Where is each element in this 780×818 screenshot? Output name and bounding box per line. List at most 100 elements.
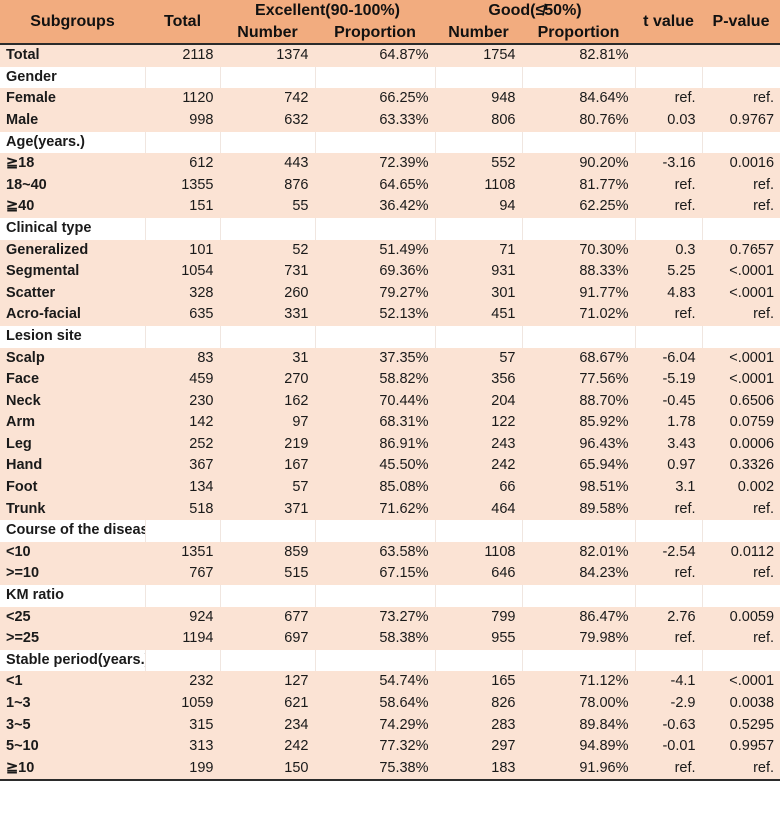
cell-t-value: 4.83 xyxy=(634,282,703,305)
cell-good-number xyxy=(434,325,522,348)
header-subgroups: Subgroups xyxy=(0,0,145,46)
cell-excellent-proportion: 67.15% xyxy=(314,563,435,586)
cell-total: 199 xyxy=(144,757,220,782)
cell-total: 232 xyxy=(144,671,220,693)
cell-p-value: <.0001 xyxy=(701,347,780,370)
cell-good-proportion: 96.43% xyxy=(521,433,636,456)
table-row: Acro-facial 635 331 52.13% 451 71.02% ref. ref. xyxy=(0,304,780,326)
table-row: 3~5 315 234 74.29% 283 89.84% -0.63 0.5295 xyxy=(0,714,780,737)
cell-t-value: ref. xyxy=(634,196,703,218)
header-good-group: Good(≰50%) xyxy=(435,0,636,22)
cell-t-value: 3.1 xyxy=(634,477,703,499)
cell-subgroup: 5~10 xyxy=(0,736,145,758)
cell-good-proportion: 86.47% xyxy=(521,606,636,629)
cell-good-number xyxy=(434,66,522,89)
cell-excellent-proportion: 79.27% xyxy=(314,282,435,305)
cell-good-proportion: 78.00% xyxy=(521,693,636,715)
cell-good-number: 356 xyxy=(434,369,522,391)
cell-subgroup: Neck xyxy=(0,390,145,413)
cell-excellent-number: 167 xyxy=(219,455,315,478)
cell-good-number: 646 xyxy=(434,563,522,586)
cell-good-number: 301 xyxy=(434,282,522,305)
table-row: 1~3 1059 621 58.64% 826 78.00% -2.9 0.0038 xyxy=(0,693,780,715)
cell-excellent-proportion xyxy=(314,325,435,348)
cell-excellent-proportion: 68.31% xyxy=(314,412,435,434)
cell-excellent-proportion: 45.50% xyxy=(314,455,435,478)
cell-excellent-proportion: 66.25% xyxy=(314,88,435,110)
cell-t-value: ref. xyxy=(634,174,703,197)
cell-subgroup: Leg xyxy=(0,433,145,456)
cell-total: 612 xyxy=(144,153,220,175)
cell-subgroup: Scalp xyxy=(0,347,145,370)
cell-total: 1120 xyxy=(144,88,220,110)
cell-good-proportion: 90.20% xyxy=(521,153,636,175)
table-body: Total 2118 1374 64.87% 1754 82.81% Gender Femal… xyxy=(0,44,780,782)
cell-good-number: 57 xyxy=(434,347,522,370)
cell-excellent-proportion: 71.62% xyxy=(314,498,435,521)
cell-good-proportion xyxy=(521,520,636,542)
cell-p-value xyxy=(701,520,780,542)
cell-excellent-proportion: 52.13% xyxy=(314,304,435,326)
cell-excellent-number: 97 xyxy=(219,412,315,434)
cell-good-number: 799 xyxy=(434,606,522,629)
cell-total xyxy=(144,66,220,89)
cell-subgroup: Generalized xyxy=(0,239,145,262)
cell-good-number: 451 xyxy=(434,304,522,326)
cell-total: 635 xyxy=(144,304,220,326)
cell-p-value xyxy=(701,649,780,672)
cell-excellent-number xyxy=(219,66,315,89)
cell-good-number: 1108 xyxy=(434,541,522,564)
cell-good-number: 1108 xyxy=(434,174,522,197)
cell-subgroup: KM ratio xyxy=(0,585,145,607)
header-good-proportion: Proportion xyxy=(522,21,636,46)
cell-total xyxy=(144,585,220,607)
cell-excellent-proportion: 72.39% xyxy=(314,153,435,175)
table-section-row: Age(years.) xyxy=(0,131,780,154)
cell-p-value: <.0001 xyxy=(701,261,780,283)
cell-t-value: -2.9 xyxy=(634,693,703,715)
cell-excellent-proportion: 58.38% xyxy=(314,628,435,650)
cell-subgroup: 3~5 xyxy=(0,714,145,737)
cell-excellent-number: 1374 xyxy=(219,44,315,67)
cell-p-value xyxy=(701,585,780,607)
cell-t-value: 5.25 xyxy=(634,261,703,283)
cell-excellent-proportion xyxy=(314,649,435,672)
cell-good-number: 1754 xyxy=(434,44,522,67)
cell-excellent-number xyxy=(219,325,315,348)
cell-subgroup: <1 xyxy=(0,671,145,693)
table-section-row: Clinical type xyxy=(0,217,780,240)
cell-total: 1194 xyxy=(144,628,220,650)
cell-good-number xyxy=(434,217,522,240)
cell-total: 142 xyxy=(144,412,220,434)
cell-p-value: 0.0112 xyxy=(701,541,780,564)
cell-excellent-proportion: 64.65% xyxy=(314,174,435,197)
cell-good-number: 806 xyxy=(434,109,522,132)
cell-total: 459 xyxy=(144,369,220,391)
header-excellent-number: Number xyxy=(220,21,315,46)
cell-t-value: 1.78 xyxy=(634,412,703,434)
cell-p-value: ref. xyxy=(701,563,780,586)
cell-p-value: <.0001 xyxy=(701,282,780,305)
cell-excellent-proportion: 73.27% xyxy=(314,606,435,629)
cell-excellent-number: 242 xyxy=(219,736,315,758)
cell-good-number: 826 xyxy=(434,693,522,715)
cell-subgroup: Foot xyxy=(0,477,145,499)
cell-excellent-number: 515 xyxy=(219,563,315,586)
cell-good-proportion: 81.77% xyxy=(521,174,636,197)
table-row: Foot 134 57 85.08% 66 98.51% 3.1 0.002 xyxy=(0,477,780,499)
cell-p-value xyxy=(701,66,780,89)
cell-p-value xyxy=(701,131,780,154)
cell-p-value: 0.5295 xyxy=(701,714,780,737)
cell-subgroup: Arm xyxy=(0,412,145,434)
cell-t-value: -0.63 xyxy=(634,714,703,737)
cell-p-value xyxy=(701,44,780,67)
cell-t-value xyxy=(634,131,703,154)
table-row: Trunk 518 371 71.62% 464 89.58% ref. ref. xyxy=(0,498,780,521)
table-row: Generalized 101 52 51.49% 71 70.30% 0.3 0.7657 xyxy=(0,239,780,262)
cell-t-value xyxy=(634,649,703,672)
cell-good-proportion: 91.96% xyxy=(521,757,636,782)
cell-t-value: 0.3 xyxy=(634,239,703,262)
cell-t-value: ref. xyxy=(634,88,703,110)
cell-subgroup: 18~40 xyxy=(0,174,145,197)
cell-subgroup: Acro-facial xyxy=(0,304,145,326)
